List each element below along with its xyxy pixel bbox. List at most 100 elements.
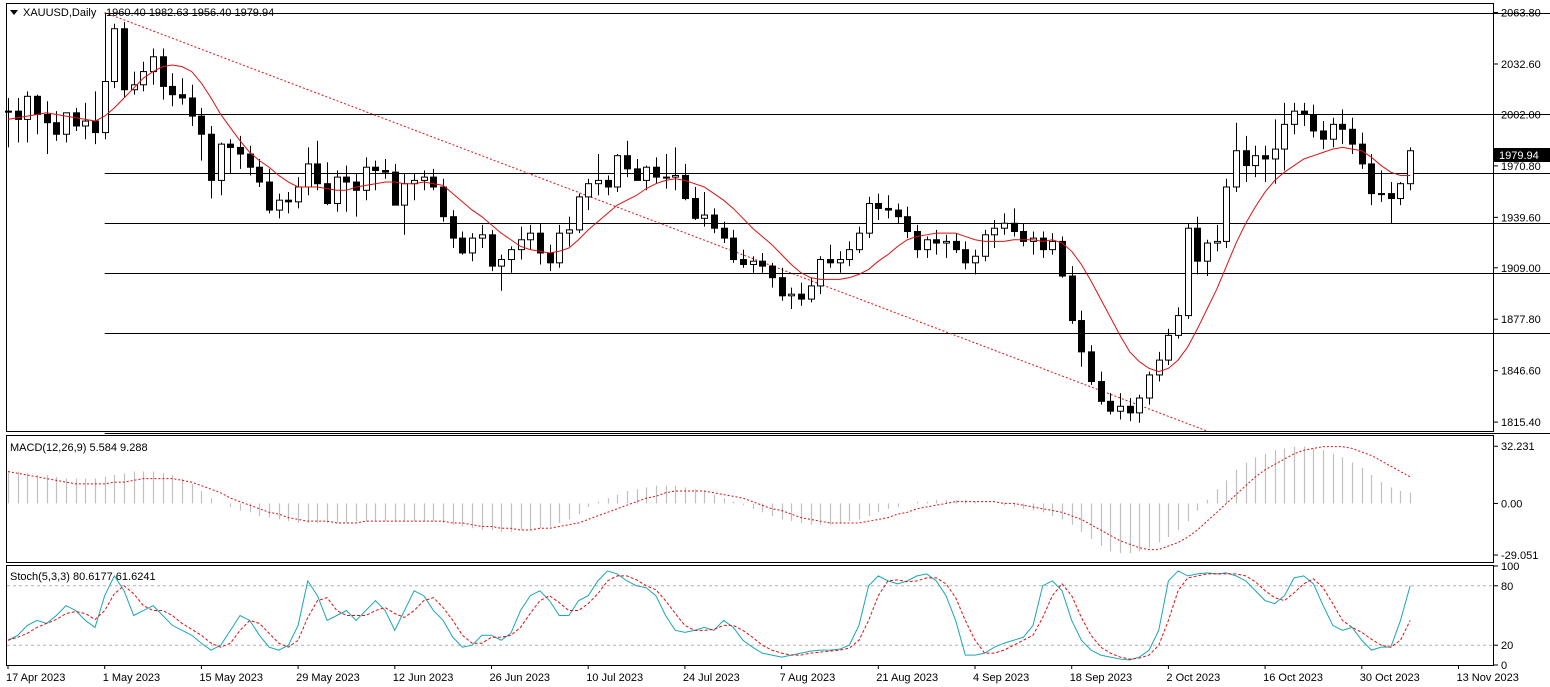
candle-up	[1330, 123, 1337, 140]
candle-up	[1397, 183, 1404, 200]
candle-up	[837, 259, 844, 264]
candle-down	[1339, 123, 1346, 130]
time-tick-label: 24 Jul 2023	[683, 672, 740, 684]
candle-down	[324, 183, 331, 204]
fibonacci-retracement[interactable]: 0.023.638.250.061.876.4100.0	[104, 2, 1550, 434]
candle-up	[295, 186, 302, 203]
candle-down	[692, 198, 699, 219]
candle-up	[614, 155, 621, 188]
candle-down	[92, 120, 99, 134]
candle-up	[701, 214, 708, 219]
time-tick-label: 13 Nov 2023	[1457, 672, 1519, 684]
candle-up	[566, 229, 573, 234]
candle-down	[450, 216, 457, 239]
candle-down	[179, 94, 186, 99]
header-menu-button[interactable]	[10, 10, 18, 15]
candle-up	[276, 199, 283, 211]
candle-up	[363, 166, 370, 191]
stoch-signal-line	[7, 573, 1411, 660]
candle-down	[711, 214, 718, 229]
candle-down	[198, 115, 205, 135]
candle-down	[372, 166, 379, 172]
candlestick-series	[5, 13, 1414, 423]
time-tick-label: 17 Apr 2023	[6, 672, 65, 684]
time-tick-label: 4 Sep 2023	[973, 672, 1029, 684]
price-tick-label: 2032.60	[1501, 59, 1541, 71]
candle-down	[653, 166, 660, 178]
time-tick-label: 10 Jul 2023	[586, 672, 643, 684]
candle-up	[111, 28, 118, 82]
time-tick-label: 2 Oct 2023	[1166, 672, 1220, 684]
candle-up	[1291, 110, 1298, 125]
candle-down	[634, 168, 641, 181]
candle-down	[605, 179, 612, 188]
candle-down	[73, 112, 80, 127]
stoch-panel-frame	[6, 565, 1494, 666]
time-tick-label: 18 Sep 2023	[1070, 672, 1132, 684]
time-tick-label: 1 May 2023	[103, 672, 160, 684]
time-axis: 17 Apr 2023 1 May 2023 15 May 2023 29 May 2…	[6, 665, 1519, 684]
candle-down	[1320, 130, 1327, 140]
candle-down	[237, 146, 244, 155]
candle-down	[1107, 400, 1114, 412]
macd-title: MACD(12,26,9) 5.584 9.288	[10, 442, 148, 454]
time-tick-label: 15 May 2023	[199, 672, 263, 684]
stoch-tick-label: 0	[1501, 660, 1507, 672]
candle-down	[1011, 222, 1018, 233]
candle-down	[1349, 128, 1356, 145]
time-tick-label: 12 Jun 2023	[393, 672, 454, 684]
candle-down	[953, 240, 960, 251]
candle-down	[779, 277, 786, 297]
candle-up	[817, 259, 824, 287]
candle-up	[808, 285, 815, 300]
trend-line[interactable]	[104, 12, 1208, 432]
price-tick-label: 1815.40	[1501, 417, 1541, 429]
candle-up	[846, 249, 853, 261]
time-tick-label: 16 Oct 2023	[1263, 672, 1323, 684]
price-tick-label: 2063.80	[1501, 8, 1541, 20]
candle-up	[82, 120, 89, 127]
candle-down	[537, 232, 544, 254]
candle-down	[169, 85, 176, 96]
candle-down	[904, 216, 911, 233]
triangle-down-icon[interactable]	[10, 10, 18, 15]
time-tick-label: 7 Aug 2023	[780, 672, 836, 684]
candle-up	[1175, 315, 1182, 336]
candle-down	[160, 56, 167, 87]
candle-up	[1214, 240, 1221, 244]
candle-up	[1272, 148, 1279, 160]
candle-down	[53, 122, 60, 135]
macd-tick-label: 0.00	[1501, 498, 1522, 510]
symbol-label: XAUUSD,Daily	[23, 7, 97, 19]
candle-down	[382, 170, 389, 173]
candle-down	[15, 110, 22, 120]
candle-up	[1407, 150, 1414, 185]
macd-tick-label: -29.051	[1501, 550, 1538, 562]
candle-down	[1059, 240, 1066, 277]
candle-up	[1185, 227, 1192, 317]
candle-up	[1204, 242, 1211, 262]
candle-down	[1368, 163, 1375, 195]
price-tick-label: 1909.00	[1501, 263, 1541, 275]
candle-up	[576, 196, 583, 231]
candle-up	[595, 179, 602, 185]
candle-up	[5, 110, 12, 113]
candle-up	[943, 240, 950, 244]
candle-up	[585, 183, 592, 198]
ohlc-label: 1960.40 1982.63 1956.40 1979.94	[106, 7, 274, 19]
candle-down	[730, 237, 737, 261]
candle-up	[1146, 374, 1153, 399]
candle-down	[489, 234, 496, 267]
time-tick-label: 21 Aug 2023	[876, 672, 938, 684]
candle-down	[34, 95, 41, 115]
time-tick-label: 26 Jun 2023	[490, 672, 551, 684]
candle-up	[972, 255, 979, 264]
candle-up	[1001, 222, 1008, 229]
candle-up	[1252, 155, 1259, 167]
stoch-tick-label: 100	[1501, 561, 1519, 573]
candle-up	[401, 183, 408, 206]
candle-up	[1233, 150, 1240, 188]
candle-down	[266, 181, 273, 211]
candle-down	[256, 166, 263, 183]
